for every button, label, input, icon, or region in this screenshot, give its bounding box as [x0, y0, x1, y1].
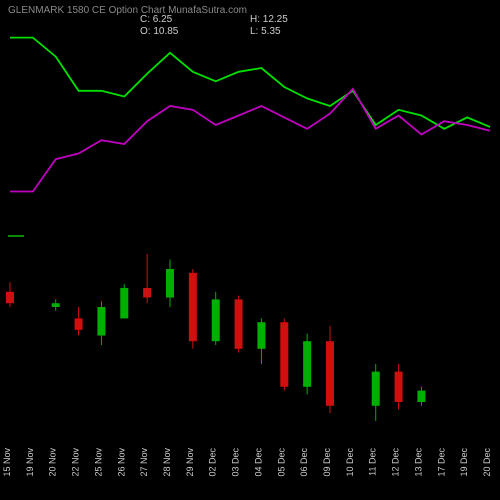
x-axis-label: 19 Nov: [25, 448, 35, 477]
x-axis-label: 11 Dec: [368, 448, 378, 476]
ohlc-open: O: 10.85: [140, 26, 178, 37]
ohlc-high: H: 12.25: [250, 14, 288, 25]
candle-body: [257, 322, 265, 349]
candle-body: [120, 288, 128, 318]
x-axis-label: 05 Dec: [276, 448, 286, 477]
x-axis-label: 22 Nov: [71, 448, 81, 477]
candle-body: [212, 299, 220, 341]
x-axis-label: 20 Dec: [482, 448, 492, 477]
candle-body: [52, 303, 60, 307]
candle-body: [235, 299, 243, 348]
x-axis-label: 25 Nov: [93, 448, 103, 477]
candle-body: [189, 273, 197, 341]
x-axis-label: 15 Nov: [2, 448, 12, 477]
x-axis-label: 09 Dec: [322, 448, 332, 477]
candle-body: [326, 341, 334, 406]
candle-body: [280, 322, 288, 387]
x-axis-label: 04 Dec: [253, 448, 263, 477]
chart-canvas: 15 Nov 19 Nov 20 Nov 22 Nov 25 Nov 26 Nov 27 N…: [0, 0, 500, 500]
x-axis-label: 06 Dec: [299, 448, 309, 477]
candle-body: [417, 391, 425, 402]
chart-title: GLENMARK 1580 CE Option Chart MunafaSutr…: [8, 5, 247, 16]
line-series: [10, 38, 490, 129]
x-axis-label: 02 Dec: [208, 448, 218, 477]
candle-body: [6, 292, 14, 303]
x-axis-label: 29 Nov: [185, 448, 195, 477]
x-axis-label: 27 Nov: [139, 448, 149, 477]
legend-dash: [8, 235, 24, 237]
x-axis-label: 10 Dec: [345, 448, 355, 477]
candle-body: [97, 307, 105, 336]
line-series: [10, 89, 490, 192]
x-axis-label: 19 Dec: [459, 448, 469, 477]
x-axis-label: 26 Nov: [116, 448, 126, 477]
candle-body: [372, 372, 380, 406]
candle-body: [75, 318, 83, 329]
candle-body: [143, 288, 151, 298]
x-axis-label: 20 Nov: [48, 448, 58, 477]
x-axis-label: 17 Dec: [436, 448, 446, 477]
candle-body: [303, 341, 311, 387]
candle-body: [166, 269, 174, 298]
candle-body: [395, 372, 403, 402]
ohlc-close: C: 6.25: [140, 14, 172, 25]
x-axis-label: 28 Nov: [162, 448, 172, 477]
x-axis-label: 12 Dec: [391, 448, 401, 477]
x-axis-label: 13 Dec: [413, 448, 423, 477]
ohlc-low: L: 5.35: [250, 26, 281, 37]
x-axis-label: 03 Dec: [231, 448, 241, 477]
